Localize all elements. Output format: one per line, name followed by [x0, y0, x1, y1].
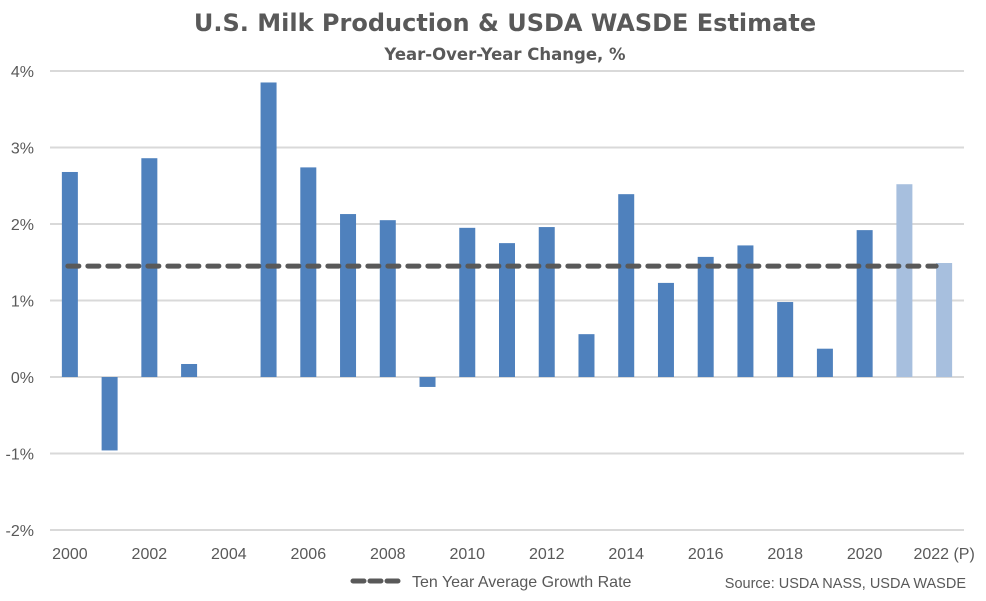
x-tick-label: 2010	[449, 546, 485, 563]
x-tick-label: 2004	[211, 546, 247, 563]
legend: Ten Year Average Growth Rate	[350, 574, 632, 591]
x-tick-label: 2012	[529, 546, 565, 563]
bar-2017	[737, 245, 754, 377]
bar-2010	[459, 227, 476, 377]
bar-2007	[340, 214, 357, 377]
y-tick-label: 3%	[11, 141, 34, 158]
bar-2013	[578, 334, 595, 377]
bar-2006	[300, 167, 317, 377]
y-tick-label: 2%	[11, 217, 34, 234]
bar-2015	[657, 282, 674, 377]
y-tick-label: -1%	[6, 447, 34, 464]
x-tick-label: 2020	[847, 546, 883, 563]
legend-label: Ten Year Average Growth Rate	[412, 574, 632, 591]
y-tick-label: 1%	[11, 294, 34, 311]
bar-2016	[697, 256, 714, 377]
chart-title: U.S. Milk Production & USDA WASDE Estima…	[194, 9, 816, 37]
bar-2000	[61, 171, 78, 377]
bar-2014	[618, 194, 635, 377]
x-tick-label: 2014	[608, 546, 644, 563]
x-axis: 2000 2002 2004 2006 2008 2010 2012 2014 2016 2018…	[52, 546, 975, 563]
x-tick-label: 2008	[370, 546, 406, 563]
x-tick-label: 2000	[52, 546, 88, 563]
y-tick-label: 4%	[11, 64, 34, 81]
bar-2019	[816, 348, 833, 377]
source-note: Source: USDA NASS, USDA WASDE	[725, 576, 967, 592]
bar-2022-P	[936, 263, 953, 377]
bar-2009	[419, 377, 436, 387]
bar-2020	[856, 230, 873, 377]
x-tick-label: 2016	[688, 546, 724, 563]
bar-2008	[379, 220, 396, 377]
x-tick-label: 2002	[132, 546, 168, 563]
bar-2003	[181, 363, 198, 377]
x-tick-label: 2006	[291, 546, 327, 563]
x-tick-label: 2022 (P)	[913, 546, 974, 563]
y-tick-label: -2%	[6, 523, 34, 540]
y-axis: 4% 3% 2% 1% 0% -1% -2%	[6, 64, 34, 540]
x-tick-label: 2018	[767, 546, 803, 563]
bar-2005	[260, 82, 277, 377]
bar-2012	[538, 227, 555, 377]
bar-2018	[777, 302, 794, 377]
chart-subtitle: Year-Over-Year Change, %	[383, 45, 626, 64]
bar-2021	[896, 184, 913, 377]
bar-2011	[499, 243, 515, 377]
y-tick-label: 0%	[11, 370, 34, 387]
bar-2001	[101, 377, 118, 451]
